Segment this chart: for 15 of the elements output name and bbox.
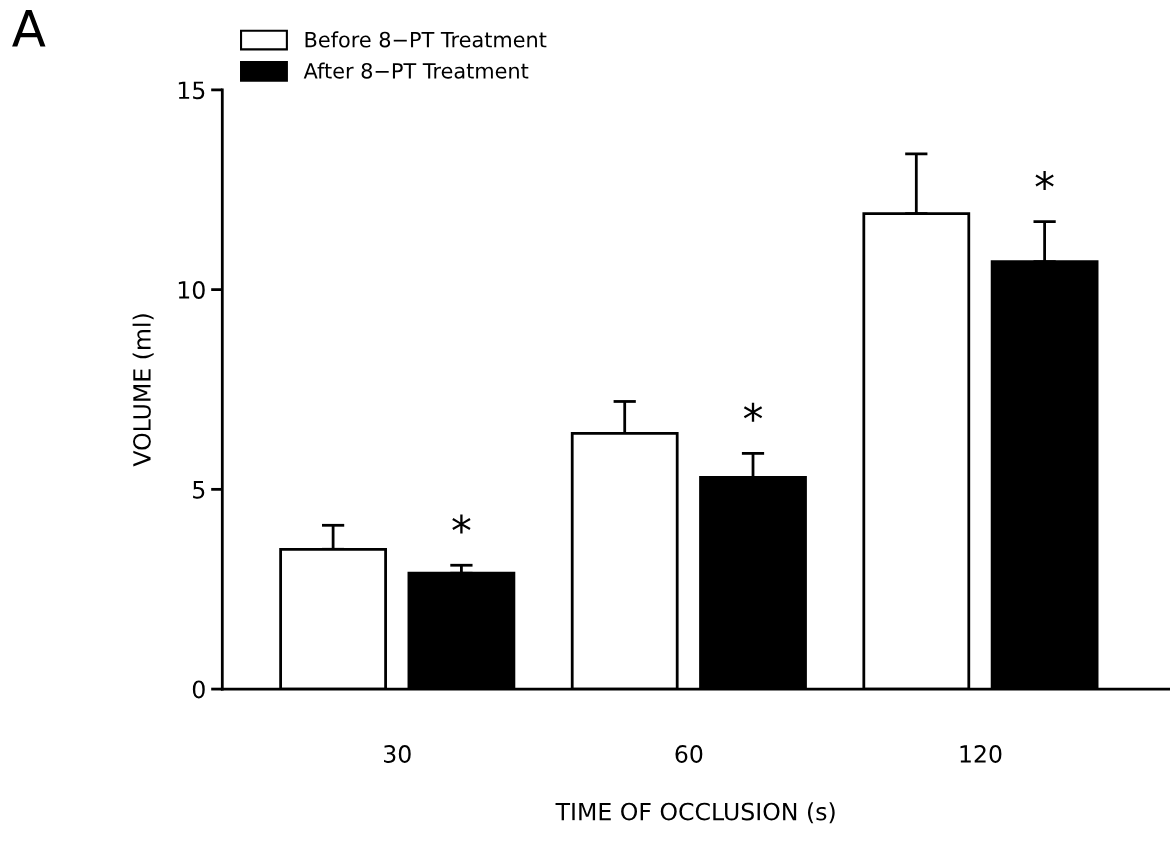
- legend-label: After 8−PT Treatment: [303, 62, 529, 79]
- x-axis-title: TIME OF OCCLUSION (s): [555, 802, 835, 824]
- y-axis-title: VOLUME (ml): [132, 314, 154, 467]
- annotation: *: [743, 402, 763, 422]
- x-tick-label: 30: [384, 745, 411, 763]
- annotation: *: [452, 514, 471, 534]
- y-tick-label: 15: [178, 81, 205, 100]
- y-tick-label: 10: [178, 281, 205, 299]
- y-tick-label: 5: [193, 481, 205, 499]
- x-tick-label: 60: [675, 745, 703, 763]
- annotation: *: [1035, 171, 1054, 191]
- y-tick-label: 0: [192, 680, 205, 699]
- x-tick-label: 120: [960, 745, 1002, 763]
- text: A: [12, 10, 46, 47]
- legend-label: Before 8−PT Treatment: [305, 31, 547, 48]
